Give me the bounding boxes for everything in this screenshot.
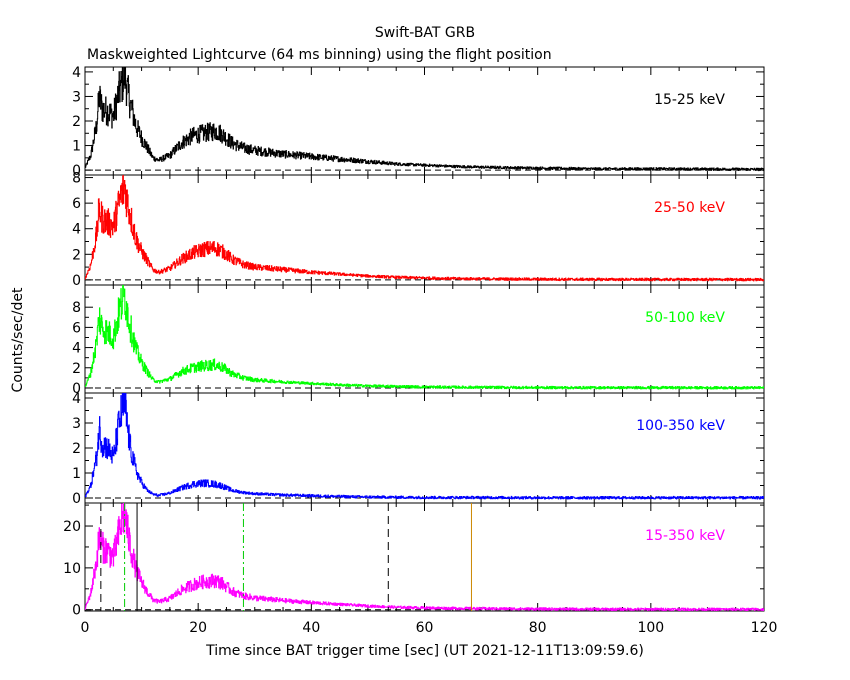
panel-0: 0 1 2 3 4 15-25 keV [72,65,765,179]
series-line-4 [85,503,764,611]
y-tick-label: 2 [72,247,81,263]
series-line-0 [85,67,764,172]
y-tick-label: 0 [72,603,81,619]
x-tick-label: 100 [637,620,664,636]
panel-frame [84,66,765,176]
y-tick-label: 1 [72,139,81,155]
y-axis-label: Counts/sec/det [10,287,26,392]
y-tick-label: 4 [72,222,81,238]
band-label: 15-25 keV [654,92,725,108]
panel-2: 0 2 4 6 8 50-100 keV [72,284,765,397]
panel-frame [84,174,765,286]
y-tick-label: 4 [72,391,81,407]
panel-3: 0 1 2 3 4 100-350 keV [72,391,765,507]
band-label: 15-350 keV [645,528,725,544]
y-tick-label: 6 [72,196,81,212]
x-tick-label: 60 [416,620,434,636]
panel-frame [84,502,765,612]
series-line-3 [85,393,764,500]
y-tick-label: 4 [72,341,81,357]
y-tick-label: 4 [72,65,81,81]
figure-title: Swift-BAT GRB [375,25,475,41]
panel-4: 0 10 20 15-350 keV [63,502,765,619]
y-tick-label: 0 [72,381,81,397]
y-tick-label: 0 [72,163,81,179]
y-tick-label: 0 [72,491,81,507]
y-tick-label: 1 [72,466,81,482]
x-tick-label: 0 [81,620,90,636]
y-tick-label: 2 [72,114,81,130]
panel-1: 0 2 4 6 8 25-50 keV [72,171,765,289]
y-tick-label: 3 [72,416,81,432]
panels-group: 0 1 2 3 4 15-25 keV 0 2 4 6 8 25-50 keV 0 2 4 6 8 50-100 … [63,65,778,636]
y-tick-label: 2 [72,361,81,377]
y-tick-label: 2 [72,441,81,457]
band-label: 25-50 keV [654,200,725,216]
y-tick-label: 0 [72,273,81,289]
series-line-1 [85,175,764,282]
figure-subtitle: Maskweighted Lightcurve (64 ms binning) … [87,47,552,63]
x-tick-label: 120 [751,620,778,636]
x-tick-label: 80 [529,620,547,636]
panel-frame [84,284,765,394]
x-tick-label: 40 [302,620,320,636]
y-tick-label: 20 [63,519,81,535]
y-tick-label: 10 [63,561,81,577]
band-label: 50-100 keV [645,310,725,326]
x-axis-label: Time since BAT trigger time [sec] (UT 20… [205,643,644,659]
series-line-2 [85,285,764,390]
y-tick-label: 8 [72,300,81,316]
band-label: 100-350 keV [636,418,725,434]
y-tick-label: 3 [72,89,81,105]
y-tick-label: 8 [72,171,81,187]
x-tick-label: 20 [189,620,207,636]
y-tick-label: 6 [72,320,81,336]
